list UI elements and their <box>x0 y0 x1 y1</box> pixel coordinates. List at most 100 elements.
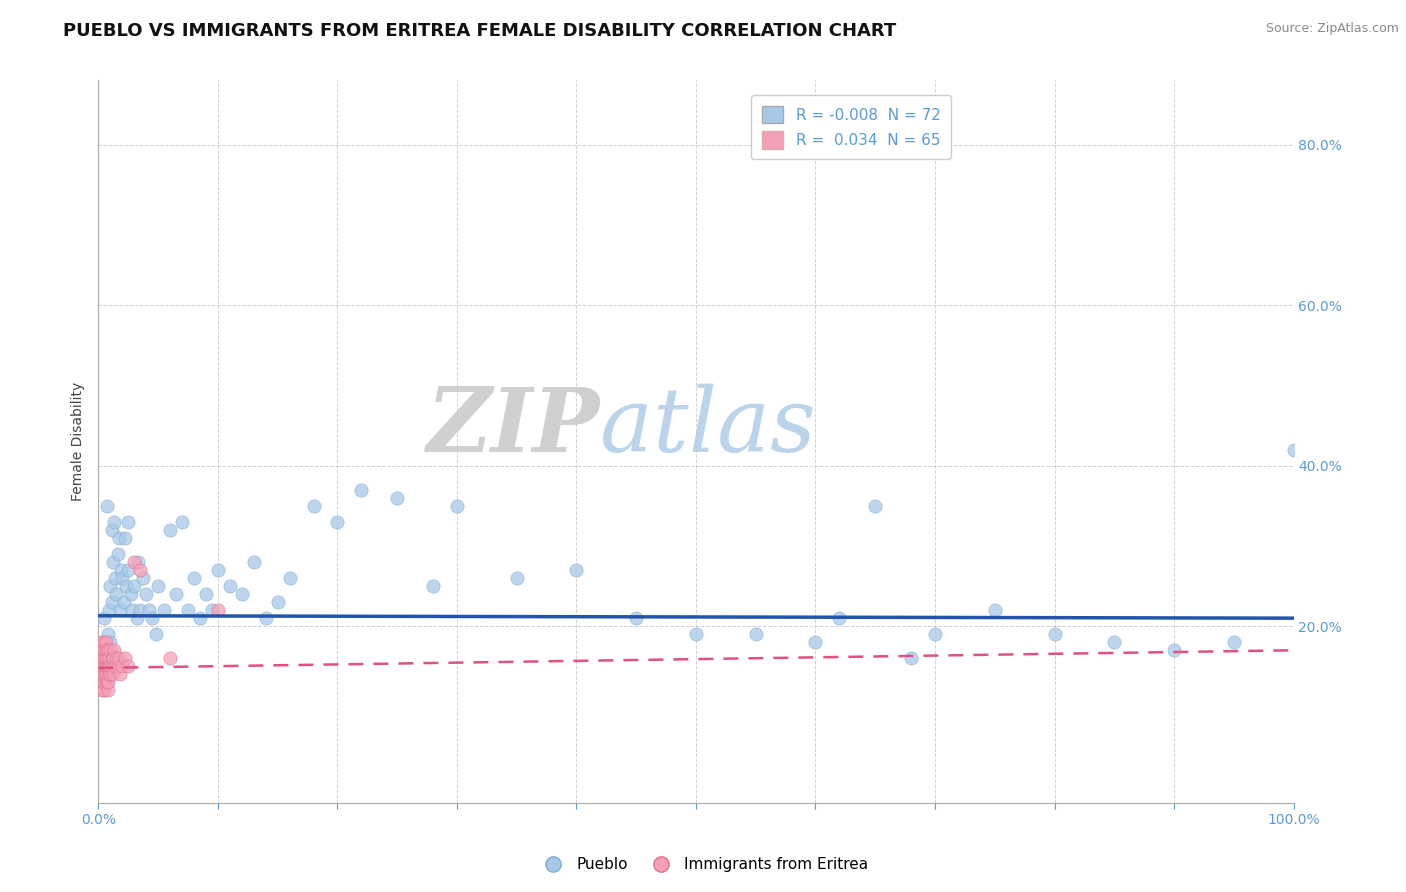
Point <box>93 675 115 690</box>
Y-axis label: Female Disability: Female Disability <box>72 382 86 501</box>
Point <box>96 667 118 681</box>
Point <box>900 651 922 665</box>
Point <box>153 603 176 617</box>
Point <box>91 659 114 673</box>
Point <box>98 603 121 617</box>
Point <box>96 643 118 657</box>
Point <box>135 587 157 601</box>
Point <box>278 571 301 585</box>
Point <box>1223 635 1246 649</box>
Point <box>188 611 211 625</box>
Point <box>121 603 143 617</box>
Point <box>924 627 946 641</box>
Point <box>183 571 205 585</box>
Point <box>94 635 117 649</box>
Point <box>565 563 588 577</box>
Text: atlas: atlas <box>600 384 815 470</box>
Point <box>98 659 121 673</box>
Point <box>96 659 118 673</box>
Point <box>1163 643 1185 657</box>
Point <box>302 499 325 513</box>
Point <box>98 659 122 673</box>
Point <box>115 579 138 593</box>
Point <box>97 627 120 641</box>
Point <box>101 555 124 569</box>
Point <box>91 675 114 690</box>
Point <box>93 683 115 698</box>
Point <box>93 667 115 681</box>
Point <box>626 611 648 625</box>
Point <box>159 523 181 537</box>
Point <box>107 531 129 545</box>
Point <box>97 683 120 698</box>
Point <box>89 659 111 673</box>
Point <box>124 579 146 593</box>
Point <box>96 499 118 513</box>
Point <box>94 643 117 657</box>
Point <box>90 635 112 649</box>
Point <box>110 563 132 577</box>
Point <box>165 587 187 601</box>
Point <box>127 555 149 569</box>
Point <box>112 595 135 609</box>
Point <box>1043 627 1066 641</box>
Point <box>90 659 112 673</box>
Text: PUEBLO VS IMMIGRANTS FROM ERITREA FEMALE DISABILITY CORRELATION CHART: PUEBLO VS IMMIGRANTS FROM ERITREA FEMALE… <box>63 22 897 40</box>
Point <box>93 651 115 665</box>
Point <box>91 667 114 681</box>
Point <box>90 643 112 657</box>
Point <box>804 635 827 649</box>
Point <box>865 499 887 513</box>
Point <box>107 651 129 665</box>
Point <box>90 667 112 681</box>
Point <box>91 683 114 698</box>
Point <box>103 643 125 657</box>
Point <box>114 651 136 665</box>
Point <box>231 587 253 601</box>
Point <box>326 515 349 529</box>
Point <box>828 611 851 625</box>
Point <box>93 659 115 673</box>
Point <box>129 603 152 617</box>
Point <box>506 571 529 585</box>
Point <box>114 531 136 545</box>
Point <box>90 651 112 665</box>
Point <box>254 611 277 625</box>
Point <box>267 595 290 609</box>
Point <box>104 659 127 673</box>
Point <box>145 627 167 641</box>
Point <box>91 659 114 673</box>
Point <box>91 643 114 657</box>
Point <box>100 659 122 673</box>
Point <box>94 659 117 673</box>
Point <box>89 667 111 681</box>
Point <box>89 643 111 657</box>
Legend: Pueblo, Immigrants from Eritrea: Pueblo, Immigrants from Eritrea <box>530 849 876 880</box>
Point <box>100 523 122 537</box>
Point <box>111 571 134 585</box>
Point <box>91 675 114 690</box>
Point <box>97 659 120 673</box>
Point <box>100 651 122 665</box>
Point <box>91 667 114 681</box>
Point <box>101 667 124 681</box>
Point <box>195 587 218 601</box>
Point <box>98 667 122 681</box>
Point <box>141 611 163 625</box>
Point <box>108 667 131 681</box>
Point <box>98 667 121 681</box>
Point <box>96 651 118 665</box>
Point <box>148 579 170 593</box>
Point <box>100 595 122 609</box>
Point <box>89 651 111 665</box>
Point <box>207 563 229 577</box>
Point <box>94 651 117 665</box>
Point <box>120 587 142 601</box>
Point <box>94 667 117 681</box>
Point <box>350 483 373 497</box>
Point <box>1104 635 1126 649</box>
Point <box>138 603 160 617</box>
Point <box>745 627 768 641</box>
Point <box>101 651 124 665</box>
Point <box>117 659 139 673</box>
